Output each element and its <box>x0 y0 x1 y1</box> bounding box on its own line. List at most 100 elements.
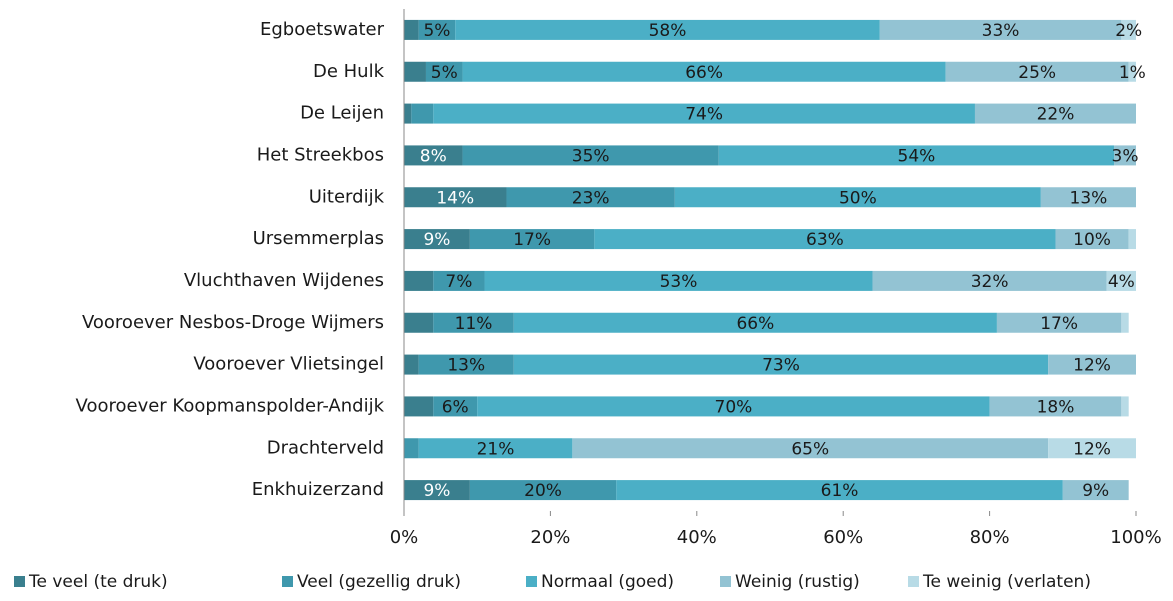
x-tick-label: 20% <box>530 527 570 548</box>
bar-segment <box>1128 229 1136 250</box>
value-label: 4% <box>1108 272 1135 292</box>
value-label: 63% <box>806 230 844 250</box>
bar-segment <box>404 61 426 82</box>
bar-segment <box>462 61 946 82</box>
value-label: 35% <box>572 146 610 166</box>
bar-segment <box>455 19 880 40</box>
x-tick-label: 80% <box>970 527 1010 548</box>
bar-segment <box>404 103 412 124</box>
bar-segment <box>594 229 1056 250</box>
bar-segment <box>506 187 675 208</box>
value-label: 8% <box>420 146 447 166</box>
legend-label: Te weinig (verlaten) <box>922 572 1091 592</box>
category-label: Uiterdijk <box>309 186 385 207</box>
category-label: Enkhuizerzand <box>252 479 384 500</box>
value-label: 12% <box>1073 356 1111 376</box>
bar-segment <box>404 438 419 459</box>
value-label: 54% <box>898 146 936 166</box>
bar-segment <box>404 145 463 166</box>
bar-segment <box>404 187 507 208</box>
value-label: 3% <box>1112 146 1139 166</box>
bar-segment <box>572 438 1049 459</box>
bar-segment <box>1106 270 1136 291</box>
bar-segment <box>674 187 1041 208</box>
value-label: 18% <box>1037 397 1075 417</box>
value-label: 6% <box>442 397 469 417</box>
bar-segment <box>469 480 617 501</box>
bar-segment <box>433 396 478 417</box>
bar-segment <box>1121 19 1136 40</box>
value-label: 22% <box>1037 105 1075 125</box>
bar-segment <box>462 145 719 166</box>
value-label: 5% <box>423 21 450 41</box>
legend-label: Veel (gezellig druk) <box>297 572 461 592</box>
value-label: 12% <box>1073 439 1111 459</box>
value-label: 17% <box>513 230 551 250</box>
category-label: De Hulk <box>313 61 385 82</box>
value-label: 10% <box>1073 230 1111 250</box>
value-label: 73% <box>762 356 800 376</box>
bar-segment <box>433 270 485 291</box>
bar-segment <box>879 19 1122 40</box>
legend-marker <box>526 576 537 587</box>
bar-segment <box>404 19 419 40</box>
x-tick-label: 100% <box>1110 527 1161 548</box>
value-label: 14% <box>436 188 474 208</box>
bar-segment <box>872 270 1107 291</box>
bar-segment <box>1128 61 1136 82</box>
value-label: 50% <box>839 188 877 208</box>
bar-segment <box>433 312 514 333</box>
bar-segment <box>477 396 990 417</box>
value-label: 33% <box>982 21 1020 41</box>
bar-segment <box>1121 396 1129 417</box>
bar-segment <box>1114 145 1136 166</box>
bar-segment <box>1121 312 1129 333</box>
value-label: 13% <box>447 356 485 376</box>
value-label: 66% <box>736 314 774 334</box>
bar-segment <box>718 145 1115 166</box>
bar-segment <box>1048 438 1136 459</box>
bar-segment <box>404 270 434 291</box>
value-label: 58% <box>649 21 687 41</box>
bar-segment <box>945 61 1129 82</box>
value-label: 17% <box>1040 314 1078 334</box>
value-label: 23% <box>572 188 610 208</box>
value-label: 9% <box>423 230 450 250</box>
bar-segment <box>1062 480 1129 501</box>
bar-segment <box>469 229 595 250</box>
legend-label: Normaal (goed) <box>541 572 674 592</box>
legend-label: Weinig (rustig) <box>735 572 860 592</box>
value-label: 25% <box>1018 63 1056 83</box>
legend-marker <box>282 576 293 587</box>
value-label: 53% <box>660 272 698 292</box>
value-label: 21% <box>477 439 515 459</box>
value-label: 2% <box>1115 21 1142 41</box>
bar-segment <box>513 354 1049 375</box>
bar-segment <box>1055 229 1129 250</box>
value-label: 20% <box>524 481 562 501</box>
value-label: 9% <box>423 481 450 501</box>
value-label: 74% <box>685 105 723 125</box>
bar-segment <box>418 354 514 375</box>
bar-segment <box>404 229 470 250</box>
bar-segment <box>418 19 456 40</box>
bar-segment <box>996 312 1122 333</box>
legend-label: Te veel (te druk) <box>28 572 168 592</box>
value-label: 66% <box>685 63 723 83</box>
value-label: 32% <box>971 272 1009 292</box>
category-label: Ursemmerplas <box>253 228 384 249</box>
category-label: Het Streekbos <box>257 144 384 165</box>
bar-segment <box>484 270 873 291</box>
bar-segment <box>411 103 434 124</box>
x-tick-label: 40% <box>677 527 717 548</box>
category-label: De Leijen <box>300 103 384 124</box>
category-label: Vooroever Nesbos-Droge Wijmers <box>82 312 384 333</box>
value-label: 65% <box>791 439 829 459</box>
value-label: 61% <box>821 481 859 501</box>
bar-segment <box>1040 187 1136 208</box>
category-label: Vluchthaven Wijdenes <box>184 270 384 291</box>
value-label: 11% <box>455 314 493 334</box>
legend-marker <box>908 576 919 587</box>
category-label: Drachterveld <box>267 437 384 458</box>
